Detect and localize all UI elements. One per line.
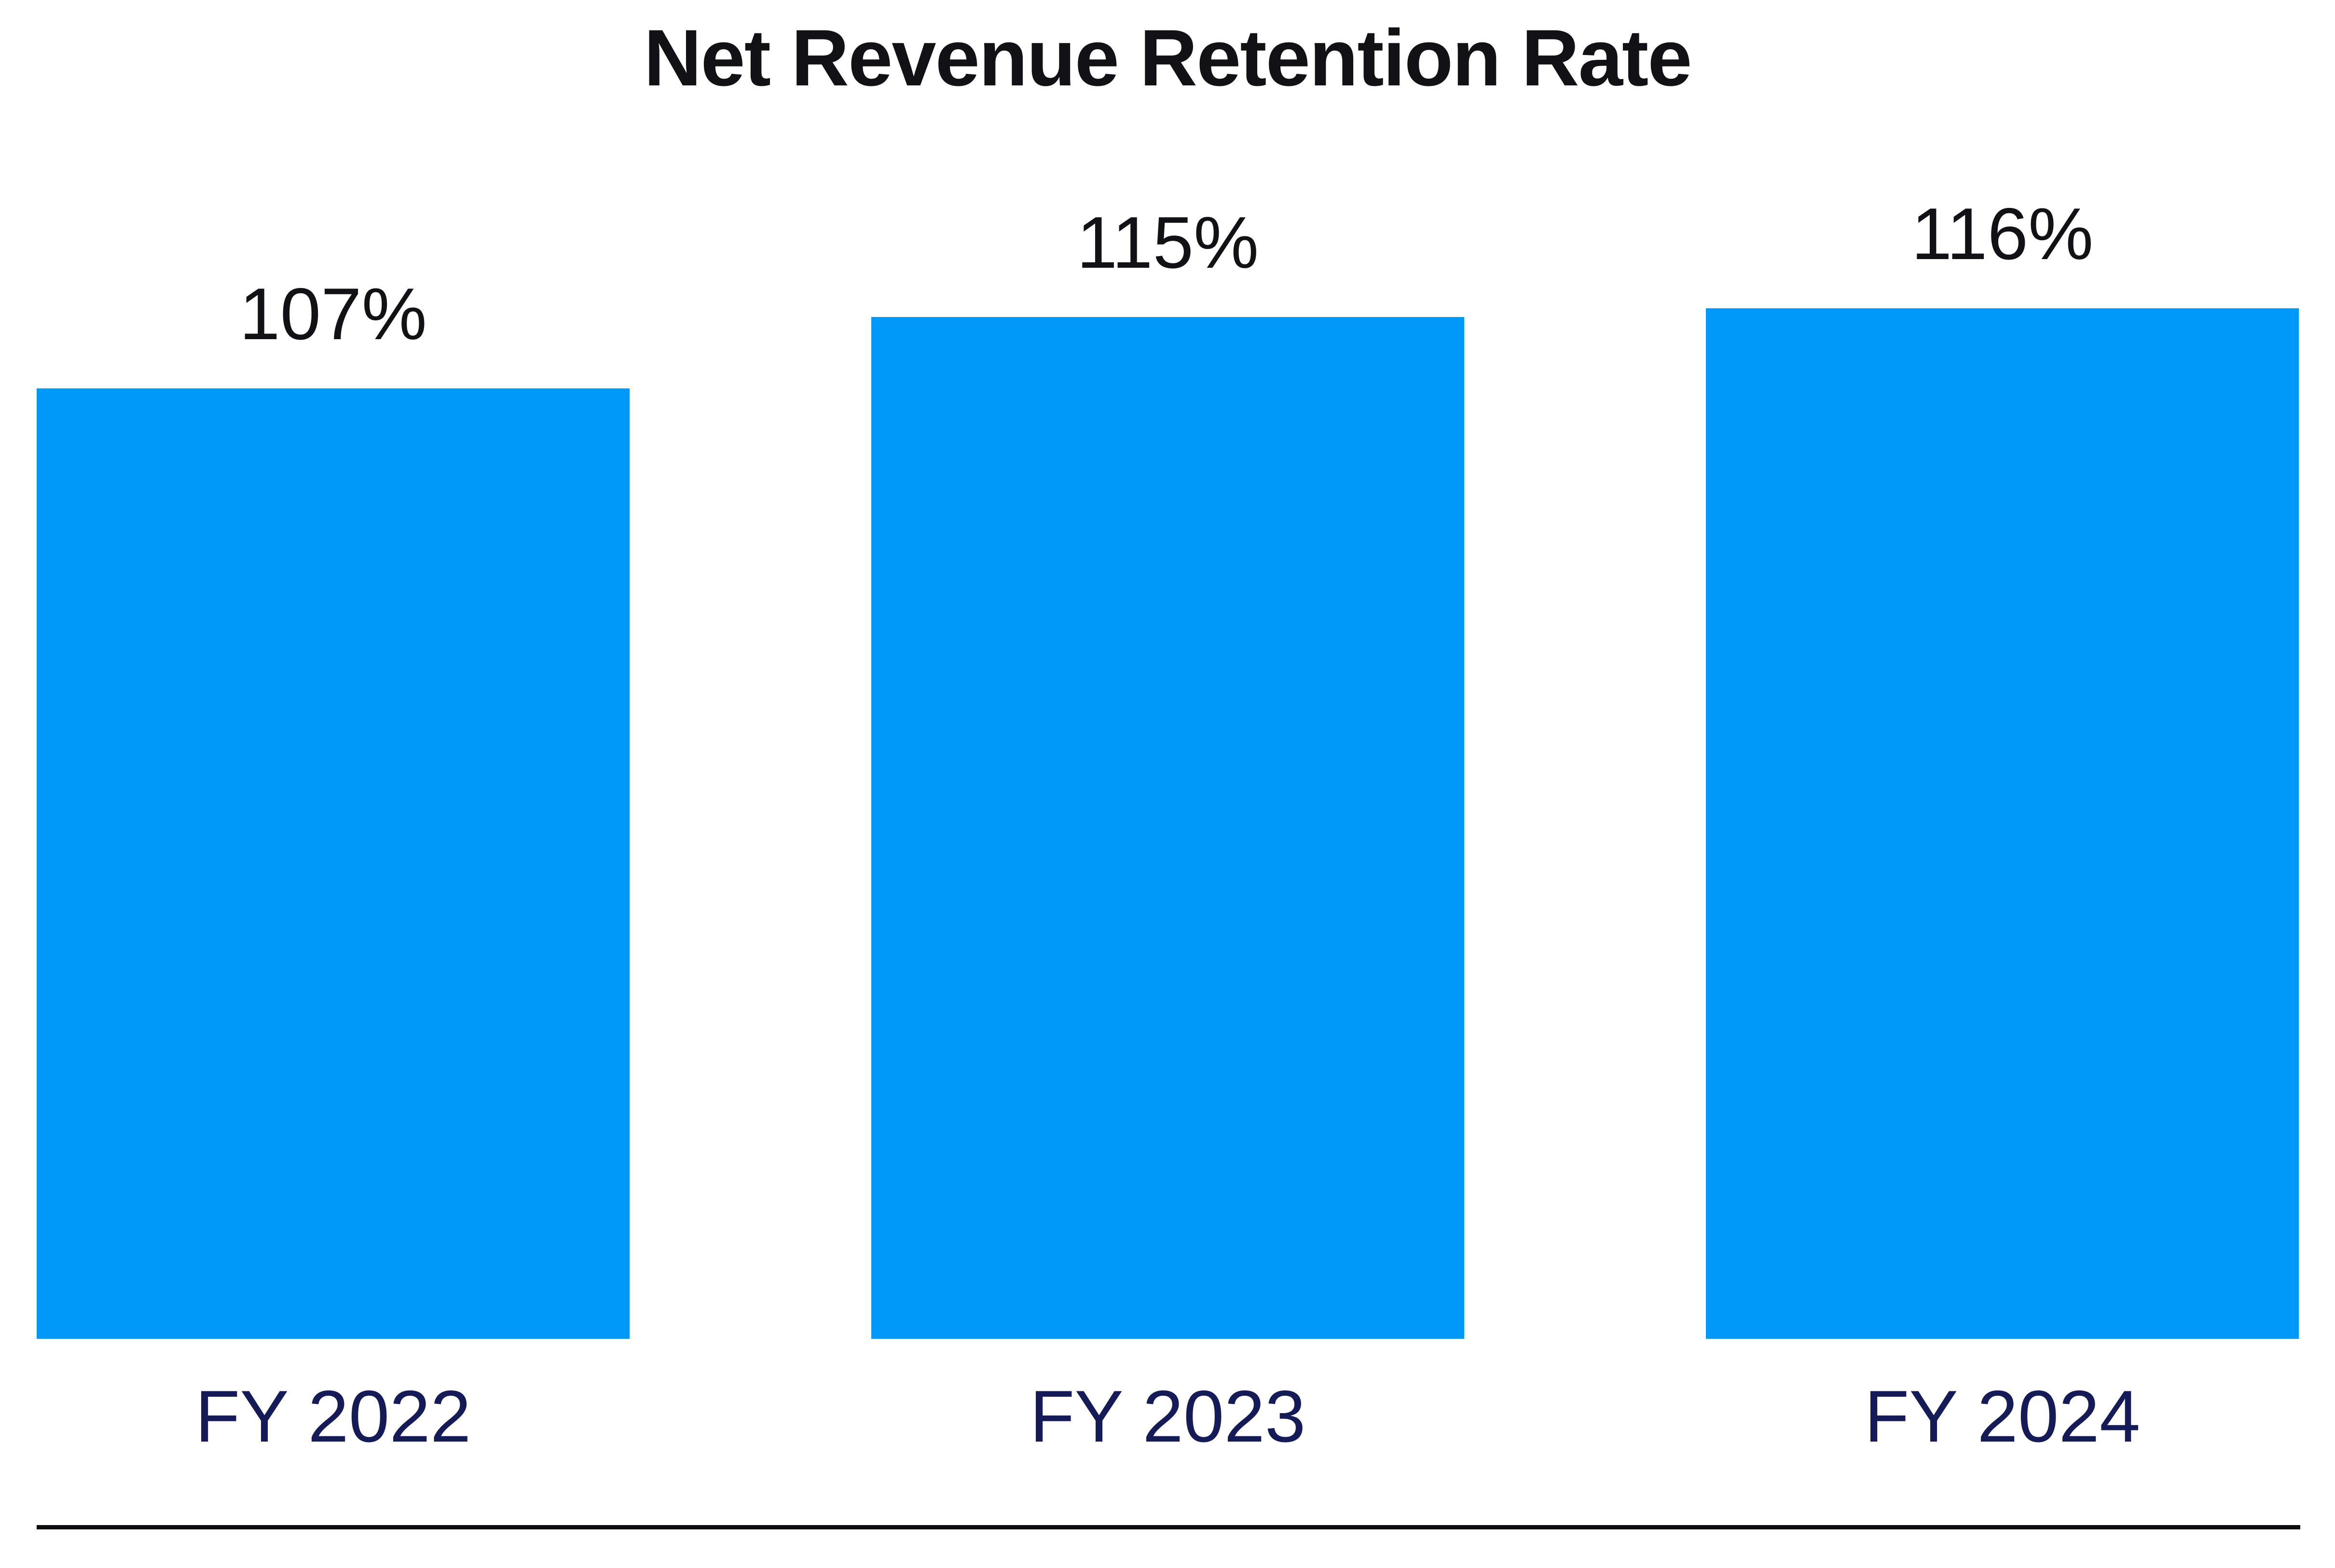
x-axis-label: FY 2024 [1864,1375,2141,1458]
bar [871,317,1464,1339]
x-axis-label: FY 2023 [1030,1375,1306,1458]
bar [37,388,630,1339]
bar-chart-plot: 107% 115% 116% [37,0,2299,1339]
bar [1706,308,2299,1339]
bar-value-label: 107% [239,273,427,356]
bar-group: 115% [871,201,1464,1339]
x-axis-label: FY 2022 [195,1375,471,1458]
bar-value-label: 115% [1076,202,1259,284]
bar-value-label: 116% [1911,193,2094,275]
bar-group: 107% [37,272,630,1339]
x-axis-labels: FY 2022 FY 2023 FY 2024 [37,1373,2299,1460]
bar-group: 116% [1706,192,2299,1339]
chart-title: Net Revenue Retention Rate [644,14,1692,103]
bottom-rule [37,1525,2300,1529]
